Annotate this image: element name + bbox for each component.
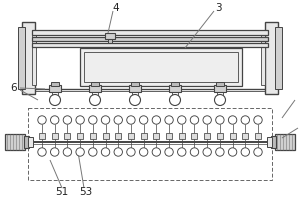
Bar bbox=[275, 27, 282, 89]
Circle shape bbox=[178, 116, 186, 124]
Circle shape bbox=[203, 116, 212, 124]
Text: 3: 3 bbox=[215, 3, 221, 13]
Bar bbox=[28, 108, 272, 180]
Bar bbox=[90, 133, 96, 139]
Circle shape bbox=[228, 148, 237, 156]
Bar bbox=[52, 92, 58, 96]
Bar bbox=[265, 22, 278, 94]
Circle shape bbox=[127, 116, 135, 124]
Circle shape bbox=[214, 95, 226, 106]
Circle shape bbox=[241, 116, 250, 124]
Bar bbox=[179, 133, 185, 139]
Bar bbox=[153, 133, 159, 139]
Circle shape bbox=[114, 148, 122, 156]
Bar bbox=[22, 22, 35, 94]
Circle shape bbox=[76, 116, 84, 124]
Bar bbox=[84, 52, 238, 82]
Bar bbox=[275, 134, 295, 150]
Circle shape bbox=[114, 116, 122, 124]
Bar bbox=[115, 133, 121, 139]
Circle shape bbox=[140, 148, 148, 156]
Bar bbox=[132, 92, 138, 96]
Bar bbox=[77, 133, 83, 139]
Bar bbox=[141, 133, 147, 139]
Bar bbox=[267, 137, 272, 147]
Circle shape bbox=[228, 116, 237, 124]
Bar bbox=[64, 133, 70, 139]
Bar bbox=[32, 30, 36, 85]
Bar bbox=[80, 48, 242, 86]
Bar bbox=[89, 85, 101, 92]
Circle shape bbox=[50, 95, 61, 106]
Bar bbox=[129, 85, 141, 92]
Circle shape bbox=[216, 116, 224, 124]
Circle shape bbox=[127, 148, 135, 156]
Circle shape bbox=[89, 95, 100, 106]
Bar bbox=[32, 30, 268, 35]
Circle shape bbox=[63, 116, 72, 124]
Bar bbox=[271, 136, 276, 148]
Bar bbox=[169, 85, 181, 92]
Bar bbox=[128, 133, 134, 139]
Text: 6: 6 bbox=[11, 83, 17, 93]
Text: 53: 53 bbox=[80, 187, 93, 197]
Bar bbox=[103, 133, 109, 139]
Circle shape bbox=[190, 116, 199, 124]
Circle shape bbox=[190, 148, 199, 156]
Bar bbox=[217, 92, 223, 96]
Circle shape bbox=[165, 148, 173, 156]
Text: 4: 4 bbox=[113, 3, 119, 13]
Bar bbox=[171, 82, 179, 86]
Bar bbox=[191, 133, 197, 139]
Bar bbox=[32, 37, 268, 41]
Bar bbox=[92, 92, 98, 96]
Circle shape bbox=[88, 116, 97, 124]
Bar bbox=[32, 43, 268, 47]
Bar bbox=[204, 133, 210, 139]
Bar bbox=[91, 82, 99, 86]
Text: 51: 51 bbox=[56, 187, 69, 197]
Bar bbox=[39, 133, 45, 139]
Bar bbox=[255, 133, 261, 139]
Circle shape bbox=[165, 116, 173, 124]
Bar bbox=[105, 33, 115, 39]
Circle shape bbox=[254, 148, 262, 156]
Circle shape bbox=[88, 148, 97, 156]
Circle shape bbox=[50, 148, 59, 156]
Circle shape bbox=[101, 116, 110, 124]
Bar bbox=[49, 85, 61, 92]
Circle shape bbox=[178, 148, 186, 156]
Circle shape bbox=[130, 95, 140, 106]
Bar bbox=[108, 39, 112, 43]
Circle shape bbox=[254, 116, 262, 124]
Circle shape bbox=[50, 116, 59, 124]
Bar bbox=[51, 82, 59, 86]
Bar bbox=[24, 136, 29, 148]
Circle shape bbox=[169, 95, 181, 106]
Circle shape bbox=[241, 148, 250, 156]
Circle shape bbox=[152, 148, 160, 156]
Bar bbox=[5, 134, 25, 150]
Bar bbox=[131, 82, 139, 86]
Circle shape bbox=[203, 148, 212, 156]
Circle shape bbox=[101, 148, 110, 156]
Bar bbox=[28, 137, 33, 147]
Bar bbox=[172, 92, 178, 96]
Bar bbox=[214, 85, 226, 92]
Bar bbox=[242, 133, 248, 139]
Circle shape bbox=[152, 116, 160, 124]
Bar bbox=[166, 133, 172, 139]
Bar bbox=[18, 27, 25, 89]
Circle shape bbox=[76, 148, 84, 156]
Circle shape bbox=[63, 148, 72, 156]
Bar bbox=[216, 82, 224, 86]
Circle shape bbox=[38, 116, 46, 124]
Bar bbox=[52, 133, 58, 139]
Circle shape bbox=[38, 148, 46, 156]
Circle shape bbox=[216, 148, 224, 156]
Circle shape bbox=[140, 116, 148, 124]
Bar bbox=[230, 133, 236, 139]
Bar bbox=[217, 133, 223, 139]
Bar bbox=[261, 30, 265, 85]
